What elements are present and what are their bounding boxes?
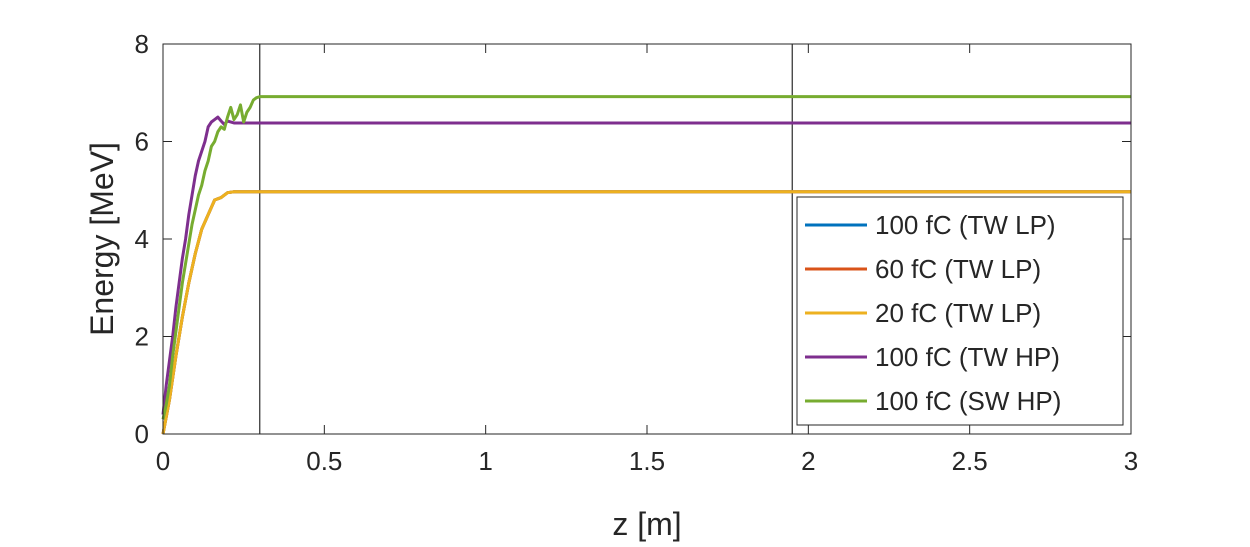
y-tick-label: 6 — [135, 127, 149, 157]
y-axis-label: Energy [MeV] — [84, 142, 120, 336]
series-line-2 — [161, 190, 1131, 435]
legend-label-3: 100 fC (TW HP) — [875, 342, 1060, 372]
legend-label-0: 100 fC (TW LP) — [875, 210, 1056, 240]
legend-label-1: 60 fC (TW LP) — [875, 254, 1041, 284]
legend-label-4: 100 fC (SW HP) — [875, 386, 1061, 416]
x-tick-label: 0.5 — [306, 446, 342, 476]
series-line-4 — [161, 95, 1131, 420]
legend-box — [796, 196, 1124, 426]
legend-label-2: 20 fC (TW LP) — [875, 298, 1041, 328]
x-tick-label: 2 — [801, 446, 815, 476]
y-tick-label: 8 — [135, 29, 149, 59]
x-tick-label: 3 — [1124, 446, 1138, 476]
series-lines — [161, 95, 1131, 435]
axis-ticks: 0 0.5 1 1.5 2 2.5 3 0 2 4 6 8 — [135, 29, 1139, 476]
x-tick-label: 0 — [156, 446, 170, 476]
x-axis-label: z [m] — [612, 506, 681, 542]
x-tick-label: 2.5 — [952, 446, 988, 476]
legend: 100 fC (TW LP) 60 fC (TW LP) 20 fC (TW LP)… — [796, 196, 1124, 426]
y-tick-label: 2 — [135, 322, 149, 352]
y-tick-label: 4 — [135, 224, 149, 254]
x-tick-label: 1.5 — [629, 446, 665, 476]
vertical-lines — [259, 44, 793, 434]
y-tick-label: 0 — [135, 419, 149, 449]
x-tick-label: 1 — [478, 446, 492, 476]
